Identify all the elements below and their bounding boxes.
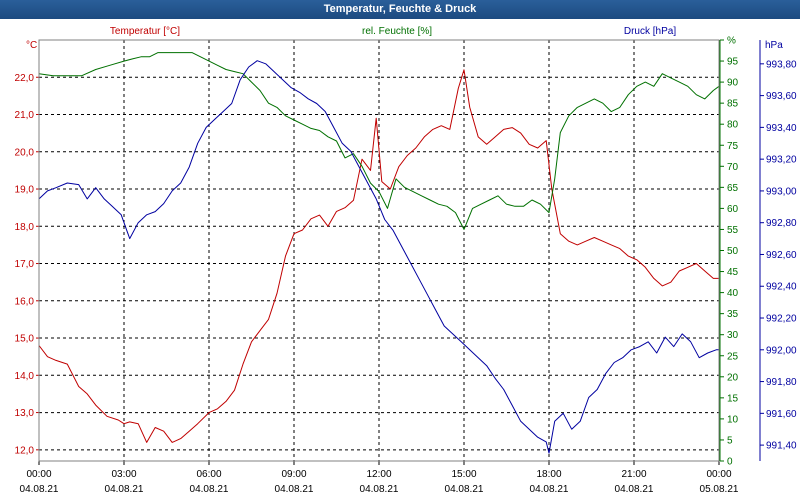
humidity-tick-label: 45 [727,267,739,278]
temperature-axis-label: Temperatur [°C] [110,26,180,37]
x-tick-date: 04.08.21 [275,484,314,495]
humidity-tick-label: 0 [727,457,733,468]
humidity-series-line [38,52,720,230]
temperature-series-line [38,69,719,443]
temperature-tick-label: 15,0 [15,334,35,345]
x-tick-time: 15:00 [451,469,476,480]
humidity-tick-label: 5 [727,435,733,446]
x-tick-date: 04.08.21 [20,484,59,495]
temperature-tick-label: 19,0 [15,185,35,196]
temperature-tick-label: 13,0 [15,408,35,419]
pressure-tick-label: 993,20 [766,155,797,166]
pressure-tick-label: 992,20 [766,314,797,325]
series-lines [38,52,720,454]
pressure-tick-label: 992,80 [766,218,797,229]
x-tick-time: 18:00 [536,469,561,480]
humidity-tick-label: 25 [727,351,739,362]
humidity-tick-label: 55 [727,225,739,236]
x-tick-date: 04.08.21 [105,484,144,495]
pressure-tick-label: 992,60 [766,250,797,261]
x-tick-time: 00:00 [706,469,731,480]
humidity-tick-label: 15 [727,393,739,404]
grid-lines [39,40,719,461]
pressure-tick-label: 992,00 [766,345,797,356]
x-tick-time: 03:00 [111,469,136,480]
humidity-tick-label: 95 [727,57,739,68]
x-tick-date: 04.08.21 [445,484,484,495]
x-tick-date: 04.08.21 [190,484,229,495]
pressure-axis-label: Druck [hPa] [624,26,676,37]
pressure-unit-label: hPa [765,40,783,51]
x-tick-date: 04.08.21 [360,484,399,495]
plot-frame [38,39,720,462]
humidity-tick-label: 70 [727,162,739,173]
humidity-tick-label: 80 [727,120,739,131]
humidity-tick-label: 20 [727,372,739,383]
pressure-tick-label: 992,40 [766,282,797,293]
x-tick-date: 05.08.21 [700,484,739,495]
pressure-tick-label: 993,00 [766,186,797,197]
temperature-unit-label: °C [26,40,37,51]
temperature-tick-label: 21,0 [15,110,35,121]
pressure-series-line [38,60,719,454]
humidity-tick-label: 85 [727,99,739,110]
pressure-tick-label: 991,40 [766,441,797,452]
temperature-tick-label: 12,0 [15,445,35,456]
pressure-tick-label: 991,80 [766,377,797,388]
humidity-tick-label: 10 [727,414,739,425]
x-tick-date: 04.08.21 [530,484,569,495]
x-tick-time: 09:00 [281,469,306,480]
humidity-tick-label: 90 [727,78,739,89]
pressure-tick-label: 993,80 [766,59,797,70]
temperature-tick-label: 17,0 [15,259,35,270]
x-tick-date: 04.08.21 [615,484,654,495]
pressure-tick-label: 991,60 [766,409,797,420]
humidity-tick-label: 60 [727,204,739,215]
pressure-tick-label: 993,40 [766,123,797,134]
temperature-tick-label: 20,0 [15,147,35,158]
humidity-tick-label: 30 [727,330,739,341]
x-tick-time: 21:00 [621,469,646,480]
temperature-tick-label: 16,0 [15,296,35,307]
humidity-tick-label: 65 [727,183,739,194]
humidity-tick-label: 40 [727,288,739,299]
humidity-axis-label: rel. Feuchte [%] [362,26,432,37]
temperature-tick-label: 18,0 [15,222,35,233]
humidity-tick-label: % [727,36,736,47]
x-tick-time: 00:00 [26,469,51,480]
temperature-tick-label: 14,0 [15,371,35,382]
humidity-tick-label: 50 [727,246,739,257]
axis-ticks: 00:00 04.08.21 03:00 04.08.21 06:00 04.08.21 0… [15,36,797,496]
pressure-tick-label: 993,60 [766,91,797,102]
temperature-tick-label: 22,0 [15,73,35,84]
x-tick-time: 12:00 [366,469,391,480]
window-title: Temperatur, Feuchte & Druck [0,0,800,19]
x-tick-time: 06:00 [196,469,221,480]
humidity-tick-label: 75 [727,141,739,152]
humidity-tick-label: 35 [727,309,739,320]
